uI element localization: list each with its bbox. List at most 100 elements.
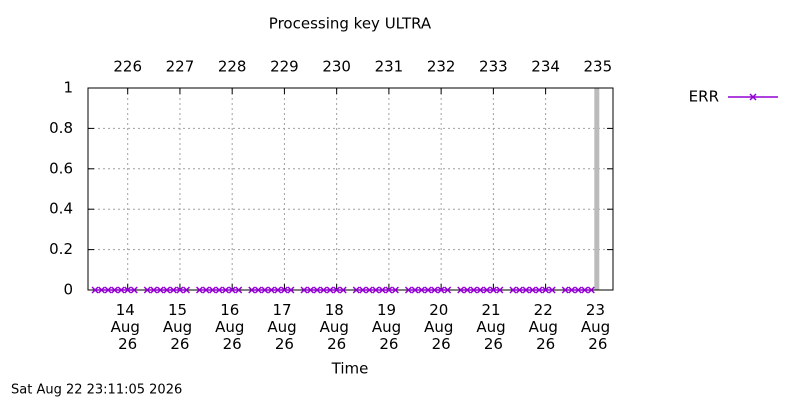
point-marker xyxy=(287,286,295,294)
point-marker xyxy=(320,286,328,294)
point-marker xyxy=(274,286,282,294)
x2-tick-label: 226 xyxy=(113,58,142,76)
y-tick-label: 0.4 xyxy=(49,200,73,218)
point-marker xyxy=(209,286,217,294)
chart-title: Processing key ULTRA xyxy=(269,15,432,33)
now-marker xyxy=(594,88,600,290)
point-marker xyxy=(378,286,386,294)
point-marker xyxy=(339,286,347,294)
point-marker xyxy=(91,286,99,294)
point-marker xyxy=(111,286,119,294)
y-tick-label: 0.6 xyxy=(49,159,73,177)
point-marker xyxy=(424,286,432,294)
x2-tick-label: 233 xyxy=(479,58,508,76)
plot-frame xyxy=(87,87,614,291)
x-tick-label: 20 Aug 26 xyxy=(424,301,458,353)
y-tick-label: 0.8 xyxy=(49,119,73,137)
point-marker xyxy=(581,286,589,294)
point-marker xyxy=(404,286,413,294)
point-marker xyxy=(228,286,236,294)
point-marker xyxy=(163,286,171,294)
point-marker xyxy=(372,286,380,294)
legend-label: ERR xyxy=(689,88,719,106)
y-tick-label: 0 xyxy=(63,281,73,299)
x-tick-label: 19 Aug 26 xyxy=(372,301,406,353)
point-marker xyxy=(215,286,223,294)
x-tick-label: 14 Aug 26 xyxy=(111,301,145,353)
point-marker xyxy=(431,286,439,294)
legend-marker xyxy=(749,93,757,101)
point-marker xyxy=(117,286,125,294)
point-marker xyxy=(385,286,393,294)
point-marker xyxy=(535,286,543,294)
x2-tick-label: 228 xyxy=(218,58,247,76)
point-marker xyxy=(522,286,530,294)
point-marker xyxy=(529,286,537,294)
point-marker xyxy=(280,286,288,294)
point-marker xyxy=(587,286,595,294)
x-tick-label: 21 Aug 26 xyxy=(476,301,510,353)
point-marker xyxy=(313,286,321,294)
x2-tick-label: 235 xyxy=(584,58,613,76)
point-marker xyxy=(156,286,164,294)
point-marker xyxy=(496,286,504,294)
x-tick-label: 22 Aug 26 xyxy=(529,301,563,353)
point-marker xyxy=(509,286,517,294)
x2-tick-label: 232 xyxy=(427,58,456,76)
point-marker xyxy=(176,286,184,294)
point-marker xyxy=(391,286,399,294)
point-marker xyxy=(444,286,452,294)
timestamp: Sat Aug 22 23:11:05 2026 xyxy=(11,383,182,398)
point-marker xyxy=(437,286,445,294)
point-marker xyxy=(254,286,262,294)
point-marker xyxy=(561,286,569,294)
x2-tick-label: 234 xyxy=(531,58,560,76)
point-marker xyxy=(470,286,478,294)
x-tick-label: 17 Aug 26 xyxy=(267,301,301,353)
point-marker xyxy=(124,286,132,294)
point-marker xyxy=(418,286,426,294)
point-marker xyxy=(333,286,341,294)
x2-tick-label: 229 xyxy=(270,58,299,76)
point-marker xyxy=(457,286,465,294)
y-tick-label: 0.2 xyxy=(49,240,73,258)
point-marker xyxy=(202,286,210,294)
point-marker xyxy=(515,286,524,294)
point-marker xyxy=(359,286,367,294)
point-marker xyxy=(352,286,360,294)
x2-tick-label: 227 xyxy=(166,58,195,76)
point-marker xyxy=(300,286,308,294)
point-marker xyxy=(548,286,556,294)
point-marker xyxy=(267,286,275,294)
point-marker xyxy=(489,286,497,294)
point-marker xyxy=(248,286,256,294)
point-marker xyxy=(326,286,334,294)
point-marker xyxy=(483,286,491,294)
point-marker xyxy=(568,286,576,294)
point-marker xyxy=(104,286,112,294)
y-tick-label: 1 xyxy=(63,79,73,97)
point-marker xyxy=(235,286,243,294)
point-marker xyxy=(143,286,151,294)
point-marker xyxy=(261,286,269,294)
point-marker xyxy=(411,286,419,294)
point-marker xyxy=(150,286,158,294)
x-tick-label: 23 Aug 26 xyxy=(581,301,615,353)
point-marker xyxy=(169,286,177,294)
x-tick-label: 16 Aug 26 xyxy=(215,301,249,353)
point-marker xyxy=(307,286,315,294)
point-marker xyxy=(182,286,191,294)
point-marker xyxy=(130,286,138,294)
point-marker xyxy=(476,286,484,294)
point-marker xyxy=(574,286,582,294)
point-marker xyxy=(365,286,373,294)
point-marker xyxy=(222,286,230,294)
x2-tick-label: 230 xyxy=(322,58,351,76)
point-marker xyxy=(463,286,471,294)
point-marker xyxy=(542,286,550,294)
x-tick-label: 15 Aug 26 xyxy=(163,301,197,353)
point-marker xyxy=(195,286,204,294)
x2-tick-label: 231 xyxy=(375,58,404,76)
